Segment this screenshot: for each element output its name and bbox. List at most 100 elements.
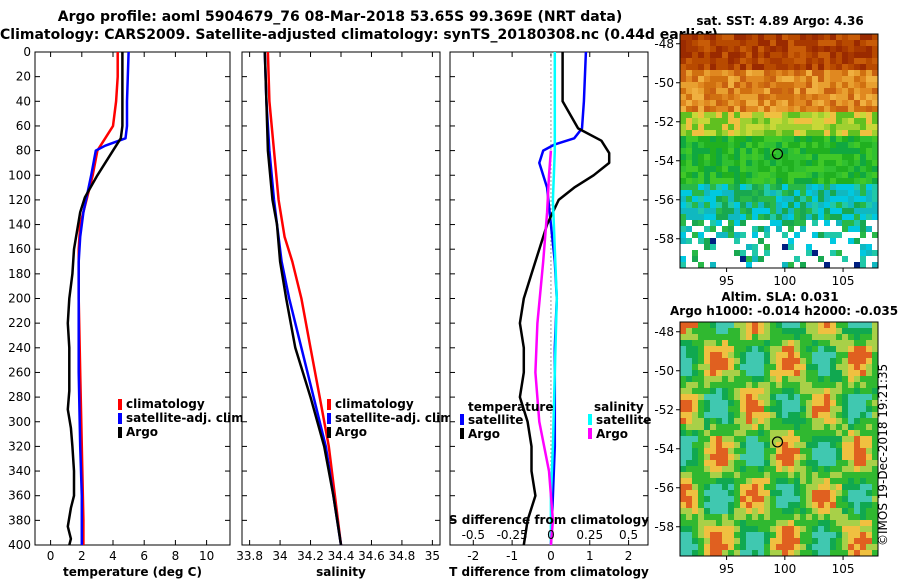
sla-map-cell bbox=[710, 538, 716, 544]
sst-map-cell bbox=[776, 172, 782, 178]
sst-map-cell bbox=[824, 166, 830, 172]
sst-map-cell bbox=[806, 52, 812, 58]
sla-map-cell bbox=[692, 412, 698, 418]
sst-map-cell bbox=[746, 106, 752, 112]
sst-map-cell bbox=[806, 214, 812, 220]
depth-tick-label: 20 bbox=[16, 70, 31, 84]
sla-map-cell bbox=[746, 322, 752, 328]
sla-map-cell bbox=[782, 502, 788, 508]
sla-map-cell bbox=[824, 364, 830, 370]
sla-map-cell bbox=[692, 472, 698, 478]
sla-map-cell bbox=[758, 424, 764, 430]
sla-map-cell bbox=[806, 490, 812, 496]
sla-map-cell bbox=[788, 346, 794, 352]
sla-map-cell bbox=[854, 346, 860, 352]
sla-map-cell bbox=[716, 412, 722, 418]
sla-map-cell bbox=[770, 544, 776, 550]
sst-map-cell bbox=[866, 106, 872, 112]
sla-map-cell bbox=[758, 502, 764, 508]
sst-map-cell bbox=[716, 208, 722, 214]
sla-map-cell bbox=[722, 382, 728, 388]
sst-map-cell bbox=[866, 148, 872, 154]
sst-map-cell bbox=[752, 34, 758, 40]
sla-map-cell bbox=[698, 454, 704, 460]
sla-map-cell bbox=[806, 406, 812, 412]
sla-map-cell bbox=[710, 502, 716, 508]
sla-map-cell bbox=[704, 466, 710, 472]
sst-map-cell bbox=[812, 34, 818, 40]
sla-map-cell bbox=[800, 502, 806, 508]
sst-map-cell bbox=[836, 46, 842, 52]
sst-map-cell bbox=[746, 136, 752, 142]
sst-map-cell bbox=[752, 100, 758, 106]
sla-map-cell bbox=[716, 442, 722, 448]
sla-map-cell bbox=[770, 424, 776, 430]
sst-map-cell bbox=[716, 214, 722, 220]
sst-map-cell bbox=[746, 262, 752, 268]
sst-map-cell bbox=[710, 88, 716, 94]
sst-map-cell bbox=[836, 118, 842, 124]
sla-map-cell bbox=[680, 322, 686, 328]
sla-map-cell bbox=[824, 424, 830, 430]
sla-map-cell bbox=[800, 358, 806, 364]
temperature-series-argo bbox=[66, 52, 124, 546]
sst-map-cell bbox=[698, 100, 704, 106]
sla-map-cell bbox=[860, 466, 866, 472]
sst-map-cell bbox=[722, 178, 728, 184]
sst-map-cell bbox=[728, 118, 734, 124]
legend-t-swatch bbox=[460, 428, 464, 439]
sst-map-cell bbox=[860, 244, 866, 250]
sla-map-cell bbox=[716, 526, 722, 532]
sla-map-cell bbox=[734, 484, 740, 490]
sla-map-cell bbox=[812, 514, 818, 520]
sst-map-cell bbox=[794, 244, 800, 250]
sst-map-cell bbox=[770, 196, 776, 202]
legend-s-label: satellite bbox=[596, 413, 651, 427]
sst-map-cell bbox=[794, 124, 800, 130]
sst-map-cell bbox=[866, 64, 872, 70]
sst-map-cell bbox=[734, 70, 740, 76]
sla-map-cell bbox=[704, 340, 710, 346]
sla-map-cell bbox=[758, 370, 764, 376]
sla-map-cell bbox=[764, 436, 770, 442]
sst-map-cell bbox=[842, 94, 848, 100]
sla-map-cell bbox=[872, 346, 878, 352]
sst-map-cell bbox=[788, 244, 794, 250]
sla-map-cell bbox=[776, 430, 782, 436]
sst-map-cell bbox=[776, 196, 782, 202]
sla-map-cell bbox=[776, 550, 782, 556]
sla-map-cell bbox=[866, 406, 872, 412]
sla-map-cell bbox=[716, 448, 722, 454]
sla-map-cell bbox=[788, 532, 794, 538]
sla-map-cell bbox=[728, 472, 734, 478]
sla-map-cell bbox=[806, 484, 812, 490]
sla-map-title-2: Argo h1000: -0.014 h2000: -0.035 bbox=[670, 304, 899, 318]
sla-map-cell bbox=[728, 478, 734, 484]
sst-map-cell bbox=[842, 226, 848, 232]
sst-map-cell bbox=[746, 58, 752, 64]
sla-map-cell bbox=[686, 478, 692, 484]
sst-map-cell bbox=[740, 166, 746, 172]
sla-map-cell bbox=[722, 508, 728, 514]
sst-map-cell bbox=[854, 130, 860, 136]
sla-map-cell bbox=[782, 538, 788, 544]
sla-map-cell bbox=[740, 520, 746, 526]
sst-map-cell bbox=[860, 160, 866, 166]
sla-map-cell bbox=[788, 382, 794, 388]
sla-map-cell bbox=[764, 322, 770, 328]
sst-map-cell bbox=[818, 94, 824, 100]
sst-map-cell bbox=[782, 166, 788, 172]
sst-map-cell bbox=[830, 154, 836, 160]
sla-map-cell bbox=[722, 472, 728, 478]
sla-map-cell bbox=[836, 502, 842, 508]
sst-map-cell bbox=[770, 220, 776, 226]
sla-map-cell bbox=[866, 358, 872, 364]
sst-map-cell bbox=[740, 136, 746, 142]
sst-map-cell bbox=[788, 136, 794, 142]
sst-map-cell bbox=[740, 142, 746, 148]
salinity-legend-swatch bbox=[327, 427, 331, 438]
sst-map-cell bbox=[854, 226, 860, 232]
sla-map-cell bbox=[782, 460, 788, 466]
sst-map-cell bbox=[728, 232, 734, 238]
sla-map-cell bbox=[854, 538, 860, 544]
